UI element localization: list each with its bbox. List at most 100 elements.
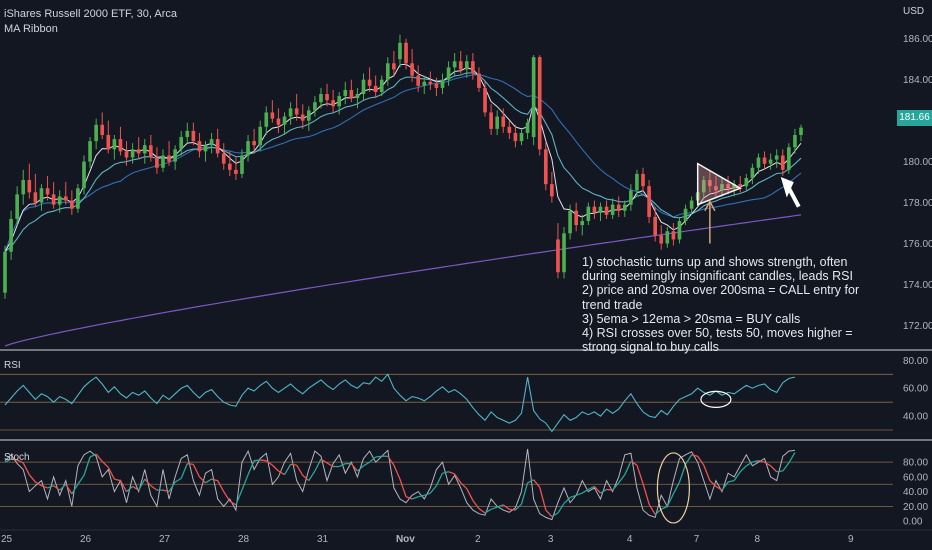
candle-body xyxy=(550,184,554,197)
stoch-d-segment xyxy=(223,491,231,502)
stoch-d-segment xyxy=(454,473,462,484)
stoch-d-segment xyxy=(101,460,109,468)
candle-body xyxy=(76,188,80,209)
stoch-d-segment xyxy=(393,464,401,480)
candle-body xyxy=(495,116,500,129)
stoch-d-segment xyxy=(205,478,212,484)
sma20-line xyxy=(4,74,802,252)
stoch-d-segment xyxy=(59,483,67,491)
stoch-d-segment xyxy=(10,458,18,461)
candle-body xyxy=(161,155,165,168)
indicator-levels xyxy=(0,373,893,507)
candle-body xyxy=(100,124,105,135)
stoch-d-segment xyxy=(144,478,152,487)
candle-body xyxy=(513,132,518,142)
candle-body xyxy=(416,75,421,86)
candle-body xyxy=(373,85,378,92)
candle-body xyxy=(610,204,615,215)
rsi-tick-label: 60.00 xyxy=(903,384,928,395)
candle-body xyxy=(300,114,305,121)
stoch-d-segment xyxy=(703,464,711,481)
stoch-d-segment xyxy=(296,464,304,476)
candle-body xyxy=(622,204,627,211)
stoch-d-segment xyxy=(435,472,444,487)
candle-body xyxy=(252,141,256,146)
candle-body xyxy=(677,221,682,240)
chart-title: iShares Russell 2000 ETF, 30, Arca xyxy=(4,8,178,20)
candle-body xyxy=(556,239,560,273)
stoch-d-segment xyxy=(302,474,310,482)
candle-body xyxy=(173,149,177,162)
candle-body xyxy=(319,94,323,103)
stoch-tick-label: 80.00 xyxy=(903,458,928,469)
stoch-d-segment xyxy=(739,465,747,473)
candle-body xyxy=(191,130,196,142)
stoch-d-segment xyxy=(660,505,668,510)
stoch-d-segment xyxy=(350,463,358,472)
stoch-d-segment xyxy=(229,500,237,506)
stoch-d-segment xyxy=(411,496,419,500)
stoch-d-segment xyxy=(442,471,449,474)
stoch-d-segment xyxy=(47,485,54,489)
candle-body xyxy=(793,134,797,148)
rsi-pane xyxy=(4,373,796,433)
stoch-d-segment xyxy=(162,489,170,493)
stoch-d-segment xyxy=(672,481,681,495)
candle-body xyxy=(647,186,651,217)
candle-body xyxy=(221,153,226,164)
candle-body xyxy=(270,112,275,119)
price-tick-label: 174.00 xyxy=(903,280,932,291)
candle-body xyxy=(142,145,147,154)
candle-body xyxy=(331,100,335,107)
candle-body xyxy=(45,188,50,195)
rsi-line xyxy=(4,373,796,433)
candle-body xyxy=(592,206,597,213)
stoch-d-segment xyxy=(624,461,632,475)
stoch-pane xyxy=(4,448,796,524)
triangle-pattern xyxy=(696,162,742,206)
time-tick-label: 28 xyxy=(238,534,250,545)
candle-body xyxy=(616,204,621,211)
candle-body xyxy=(70,200,74,209)
candle-body xyxy=(787,147,791,170)
candle-body xyxy=(701,180,706,193)
stoch-d-segment xyxy=(357,465,364,472)
stoch-d-segment xyxy=(466,488,474,501)
candle-body xyxy=(15,194,19,219)
time-tick-label: 2 xyxy=(475,534,481,545)
stoch-d-segment xyxy=(745,461,753,467)
stoch-d-segment xyxy=(539,487,547,511)
stoch-d-segment xyxy=(265,460,273,466)
candle-body xyxy=(209,139,214,146)
stoch-d-segment xyxy=(260,459,267,462)
candle-body xyxy=(562,233,566,273)
rsi-highlight-ellipse xyxy=(700,390,732,408)
stoch-d-segment xyxy=(192,464,201,478)
candle-body xyxy=(124,151,129,158)
candle-body xyxy=(228,163,232,170)
ema12-line xyxy=(4,72,802,253)
candles xyxy=(3,34,803,299)
price-tick-label: 176.00 xyxy=(903,239,932,250)
stoch-d-segment xyxy=(150,485,158,491)
stoch-d-segment xyxy=(588,485,595,491)
stoch-d-segment xyxy=(600,488,607,494)
candle-body xyxy=(738,184,743,187)
stoch-d-segment xyxy=(187,462,194,466)
candle-body xyxy=(306,110,311,121)
stoch-d-segment xyxy=(28,474,36,483)
stoch-d-segment xyxy=(283,464,292,476)
candle-body xyxy=(355,94,360,99)
candle-body xyxy=(598,206,603,213)
candle-body xyxy=(33,192,38,203)
stoch-d-segment xyxy=(776,470,783,473)
stoch-d-segment xyxy=(636,464,644,484)
stoch-d-segment xyxy=(114,478,121,482)
stoch-d-segment xyxy=(551,512,559,518)
candle-body xyxy=(574,210,578,226)
stoch-k-line xyxy=(4,448,795,521)
stoch-d-segment xyxy=(369,456,377,463)
stoch-d-segment xyxy=(721,481,729,491)
candle-body xyxy=(580,221,585,226)
